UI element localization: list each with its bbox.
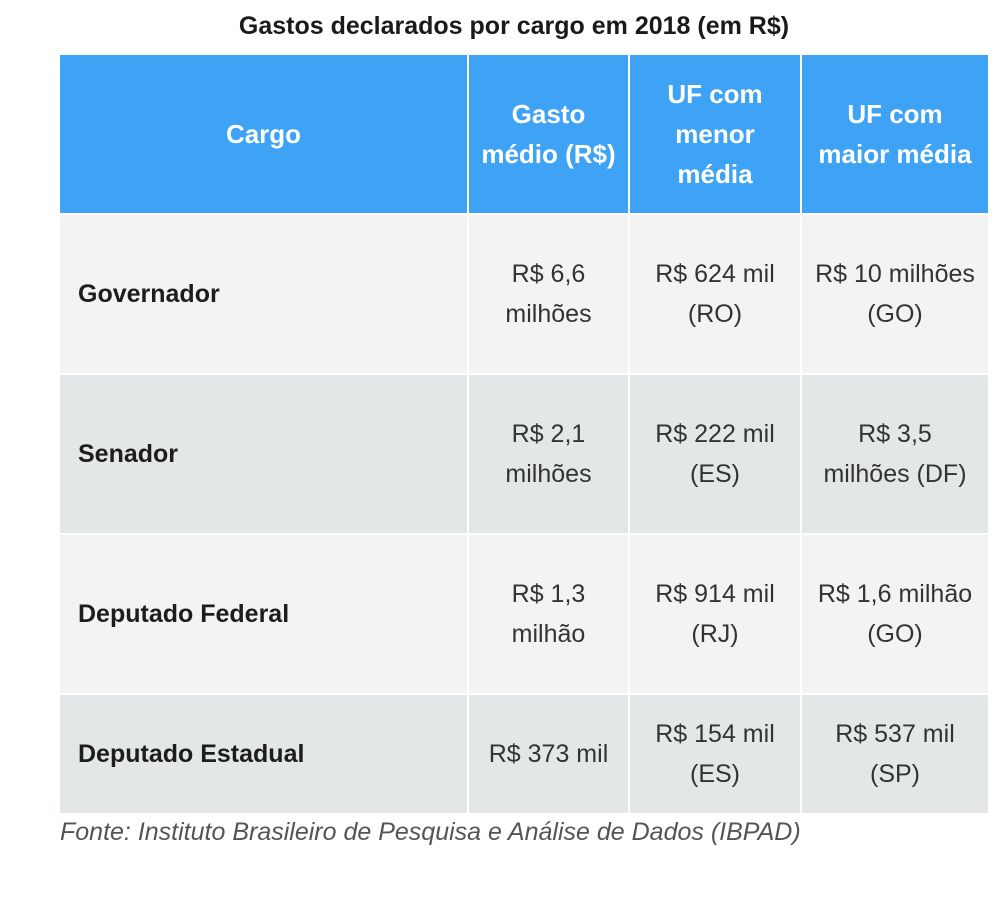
table-title: Gastos declarados por cargo em 2018 (em … bbox=[238, 12, 790, 40]
cell-gasto-medio: R$ 373 mil bbox=[468, 694, 630, 815]
spending-table: Cargo Gasto médio (R$) UF com menor médi… bbox=[60, 55, 988, 815]
cell-uf-maior: R$ 537 mil (SP) bbox=[801, 694, 988, 815]
cell-cargo: Deputado Federal bbox=[60, 534, 469, 695]
column-header-gasto-medio: Gasto médio (R$) bbox=[468, 55, 630, 215]
cell-cargo: Governador bbox=[60, 214, 469, 375]
column-header-uf-maior: UF com maior média bbox=[801, 55, 988, 215]
table-row: Deputado Federal R$ 1,3 milhão R$ 914 mi… bbox=[60, 534, 988, 695]
table-row: Governador R$ 6,6 milhões R$ 624 mil (RO… bbox=[60, 214, 988, 375]
table-row: Senador R$ 2,1 milhões R$ 222 mil (ES) R… bbox=[60, 374, 988, 535]
column-header-cargo: Cargo bbox=[60, 55, 469, 215]
cell-uf-menor: R$ 624 mil (RO) bbox=[629, 214, 802, 375]
cell-uf-maior: R$ 10 milhões (GO) bbox=[801, 214, 988, 375]
cell-cargo: Deputado Estadual bbox=[60, 694, 469, 815]
cell-gasto-medio: R$ 1,3 milhão bbox=[468, 534, 630, 695]
cell-uf-menor: R$ 154 mil (ES) bbox=[629, 694, 802, 815]
table-header-row: Cargo Gasto médio (R$) UF com menor médi… bbox=[60, 55, 988, 215]
column-header-uf-menor: UF com menor média bbox=[629, 55, 802, 215]
cell-cargo: Senador bbox=[60, 374, 469, 535]
table-row: Deputado Estadual R$ 373 mil R$ 154 mil … bbox=[60, 694, 988, 815]
cell-gasto-medio: R$ 6,6 milhões bbox=[468, 214, 630, 375]
cell-uf-menor: R$ 914 mil (RJ) bbox=[629, 534, 802, 695]
source-note: Fonte: Instituto Brasileiro de Pesquisa … bbox=[60, 818, 801, 846]
cell-uf-menor: R$ 222 mil (ES) bbox=[629, 374, 802, 535]
cell-uf-maior: R$ 3,5 milhões (DF) bbox=[801, 374, 988, 535]
cell-gasto-medio: R$ 2,1 milhões bbox=[468, 374, 630, 535]
cell-uf-maior: R$ 1,6 milhão (GO) bbox=[801, 534, 988, 695]
